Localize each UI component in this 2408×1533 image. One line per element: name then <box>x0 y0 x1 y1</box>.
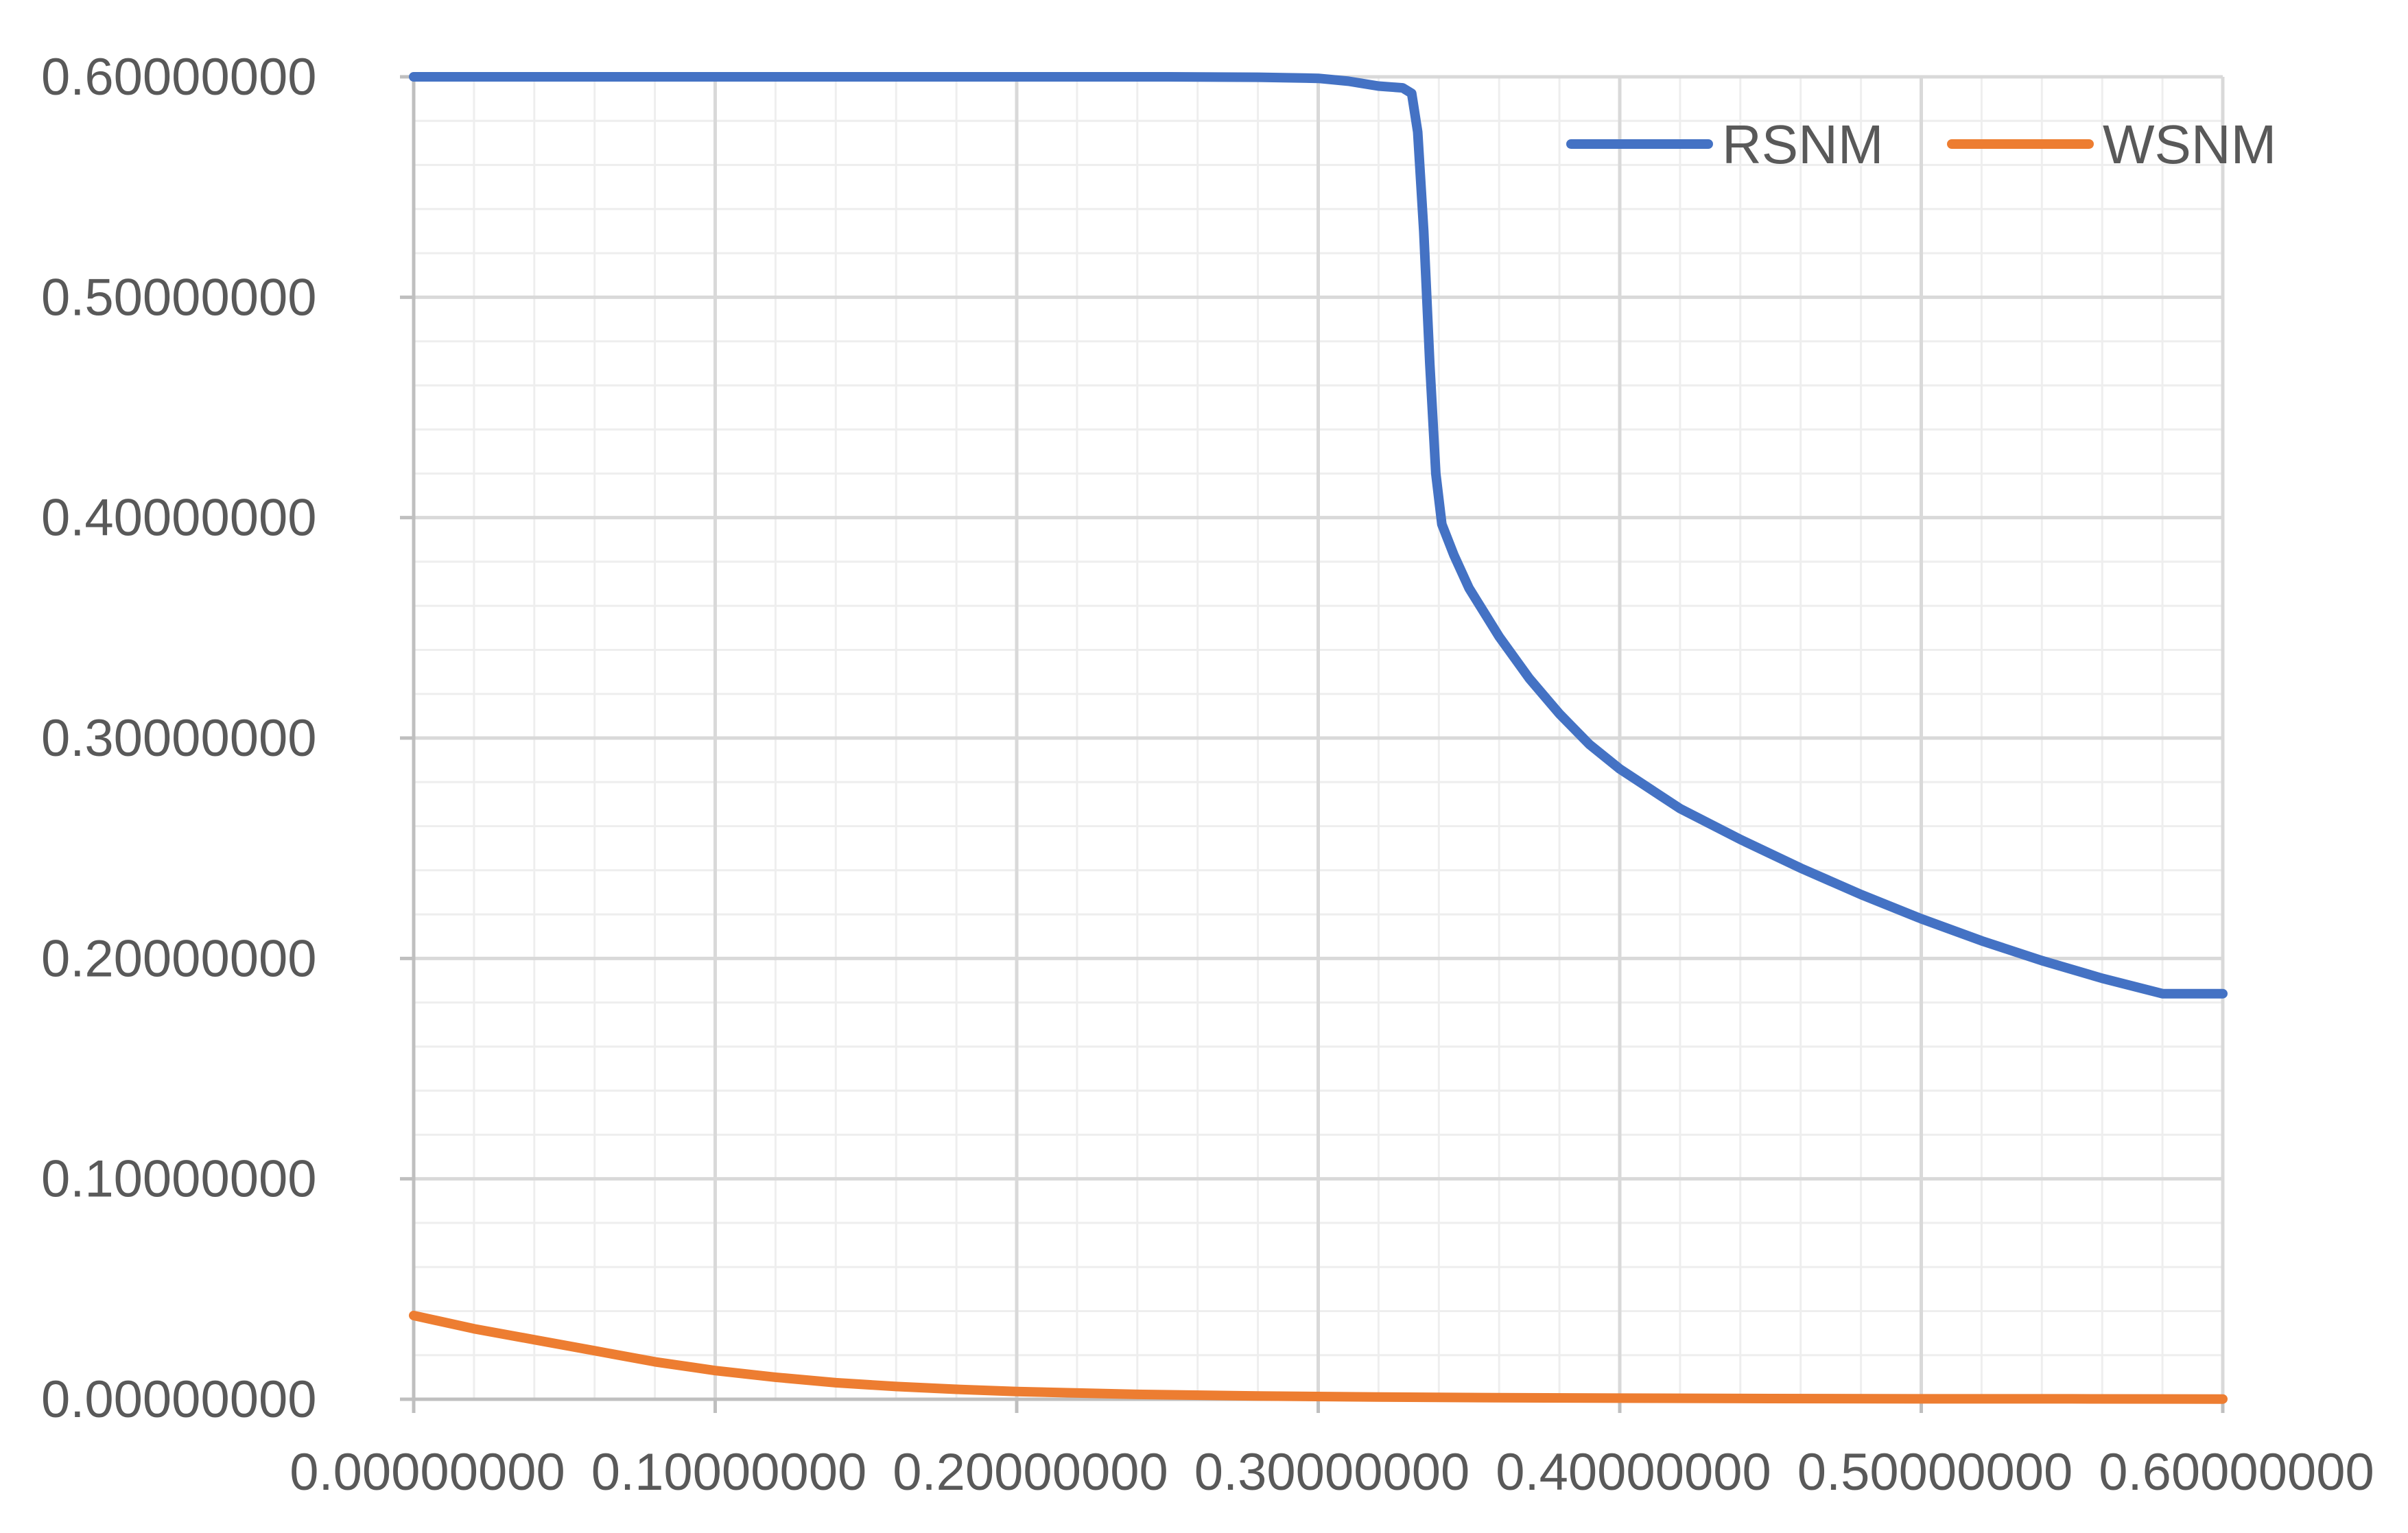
y-tick-label: 0.40000000 <box>41 489 317 547</box>
y-tick-label: 0.60000000 <box>41 48 317 106</box>
y-tick-label: 0.50000000 <box>41 268 317 326</box>
legend: RSNM WSNM <box>1566 114 2276 175</box>
x-tick-label: 0.00000000 <box>290 1443 565 1501</box>
x-tick-label: 0.10000000 <box>591 1443 867 1501</box>
x-tick-label: 0.60000000 <box>2099 1443 2374 1501</box>
x-tick-label: 0.20000000 <box>893 1443 1168 1501</box>
axes <box>400 75 2225 1413</box>
major-grid <box>412 75 2225 1401</box>
legend-label-wsnm: WSNM <box>2103 114 2276 175</box>
y-tick-label: 0.30000000 <box>41 709 317 768</box>
legend-label-rsnm: RSNM <box>1722 114 1884 175</box>
x-tick-label: 0.30000000 <box>1194 1443 1470 1501</box>
x-tick-label: 0.50000000 <box>1797 1443 2073 1501</box>
x-tick-label: 0.40000000 <box>1496 1443 1771 1501</box>
series-line-wsnm <box>409 1310 2228 1404</box>
series-line-rsnm <box>409 72 2228 999</box>
y-axis-tick-labels: 0.00000000 0.10000000 0.20000000 0.30000000… <box>41 48 317 1429</box>
x-axis-tick-labels: 0.00000000 0.10000000 0.20000000 0.30000000… <box>290 1443 2374 1501</box>
series-lines <box>409 72 2228 1404</box>
y-tick-label: 0.10000000 <box>41 1150 317 1209</box>
y-tick-label: 0.00000000 <box>41 1370 317 1429</box>
y-tick-label: 0.20000000 <box>41 929 317 988</box>
